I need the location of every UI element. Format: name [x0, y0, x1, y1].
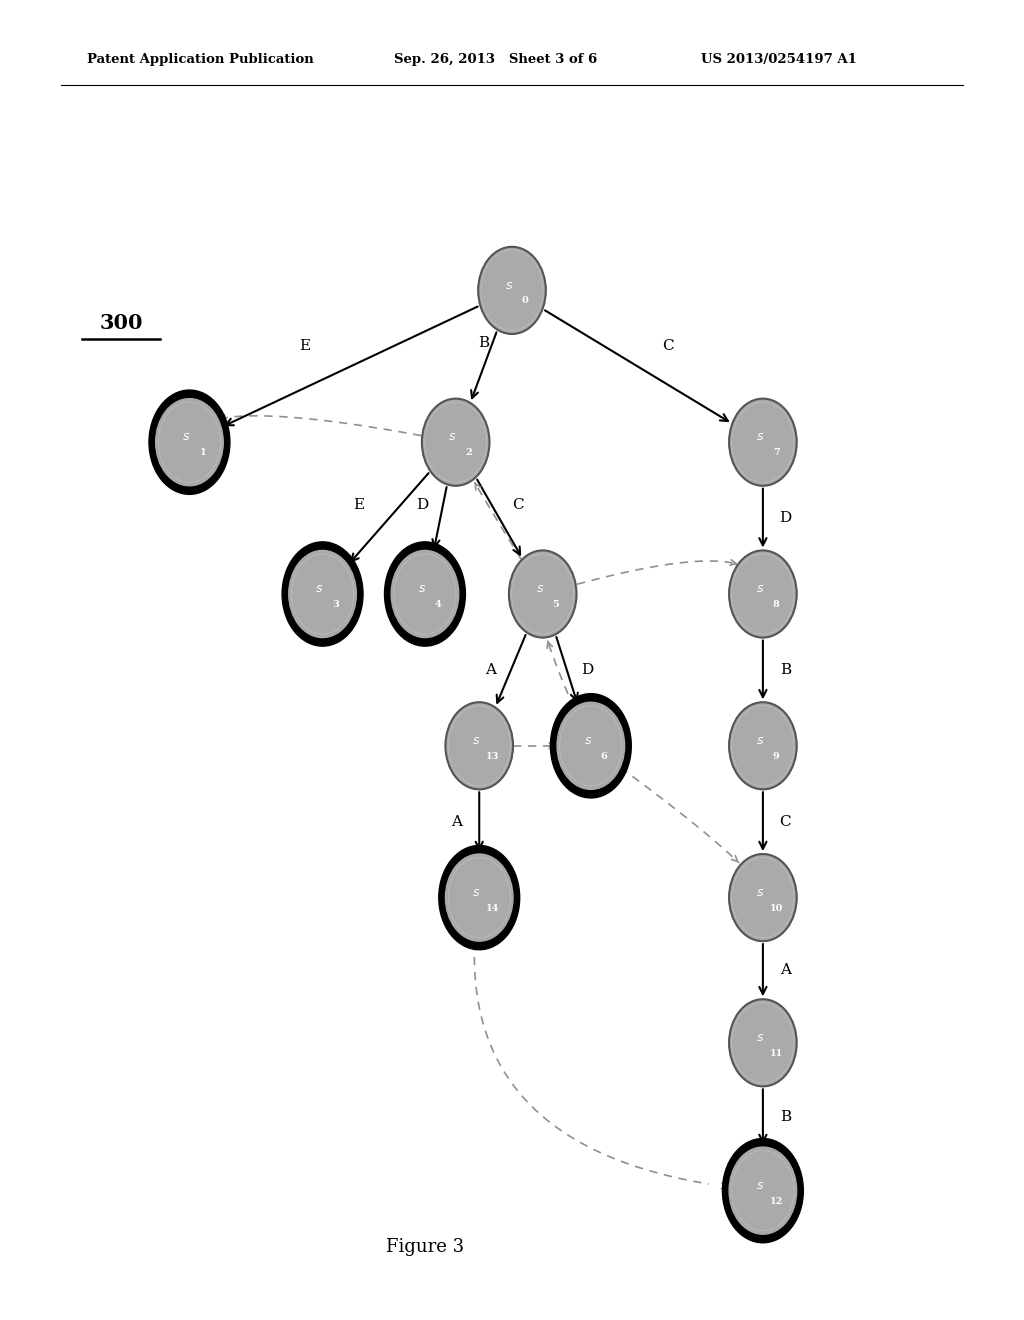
Text: 6: 6: [601, 752, 607, 760]
Text: A: A: [452, 814, 462, 829]
Text: B: B: [478, 335, 489, 350]
Circle shape: [385, 541, 465, 645]
Text: 7: 7: [773, 449, 779, 457]
Text: Patent Application Publication: Patent Application Publication: [87, 53, 313, 66]
Circle shape: [445, 854, 513, 941]
Circle shape: [478, 247, 546, 334]
Text: $s$: $s$: [505, 279, 513, 292]
Circle shape: [391, 550, 459, 638]
Circle shape: [509, 550, 577, 638]
Text: A: A: [780, 964, 791, 977]
Text: 8: 8: [773, 601, 779, 609]
Circle shape: [439, 845, 520, 950]
Circle shape: [283, 541, 362, 645]
Text: E: E: [299, 339, 310, 354]
Text: 3: 3: [333, 601, 339, 609]
Text: $s$: $s$: [756, 886, 764, 899]
Text: 14: 14: [485, 904, 500, 912]
Text: $s$: $s$: [472, 886, 480, 899]
Text: 4: 4: [435, 601, 441, 609]
Text: 10: 10: [769, 904, 783, 912]
Text: $s$: $s$: [756, 734, 764, 747]
Circle shape: [422, 399, 489, 486]
Text: D: D: [582, 663, 593, 677]
Text: 13: 13: [485, 752, 500, 760]
Text: US 2013/0254197 A1: US 2013/0254197 A1: [701, 53, 857, 66]
Circle shape: [729, 702, 797, 789]
Text: 5: 5: [553, 601, 559, 609]
Text: $s$: $s$: [756, 430, 764, 444]
Text: Figure 3: Figure 3: [386, 1238, 464, 1257]
Text: $s$: $s$: [756, 582, 764, 595]
Circle shape: [723, 1138, 803, 1243]
Text: D: D: [416, 498, 428, 512]
Text: $s$: $s$: [182, 430, 190, 444]
Text: 2: 2: [466, 449, 472, 457]
Text: A: A: [485, 663, 496, 677]
Text: B: B: [780, 1110, 791, 1123]
Circle shape: [729, 399, 797, 486]
Text: E: E: [353, 498, 364, 512]
Text: 300: 300: [99, 313, 142, 334]
Circle shape: [729, 999, 797, 1086]
Text: $s$: $s$: [315, 582, 324, 595]
Text: 9: 9: [773, 752, 779, 760]
Circle shape: [156, 399, 223, 486]
Text: 1: 1: [200, 449, 206, 457]
Text: B: B: [780, 663, 791, 677]
Text: $s$: $s$: [449, 430, 457, 444]
Circle shape: [551, 694, 631, 797]
Circle shape: [150, 391, 229, 494]
Text: $s$: $s$: [418, 582, 426, 595]
Circle shape: [557, 702, 625, 789]
Text: $s$: $s$: [584, 734, 592, 747]
Circle shape: [445, 702, 513, 789]
Text: C: C: [512, 498, 523, 512]
Circle shape: [729, 550, 797, 638]
Text: $s$: $s$: [756, 1179, 764, 1192]
Text: 11: 11: [770, 1049, 782, 1057]
Circle shape: [729, 1147, 797, 1234]
Circle shape: [729, 854, 797, 941]
Text: C: C: [663, 339, 674, 354]
Text: 0: 0: [522, 297, 528, 305]
Text: C: C: [779, 814, 792, 829]
Text: $s$: $s$: [536, 582, 544, 595]
Text: 12: 12: [769, 1197, 783, 1205]
Circle shape: [289, 550, 356, 638]
Text: D: D: [779, 511, 792, 525]
Text: Sep. 26, 2013   Sheet 3 of 6: Sep. 26, 2013 Sheet 3 of 6: [394, 53, 597, 66]
Text: $s$: $s$: [756, 1031, 764, 1044]
Text: $s$: $s$: [472, 734, 480, 747]
